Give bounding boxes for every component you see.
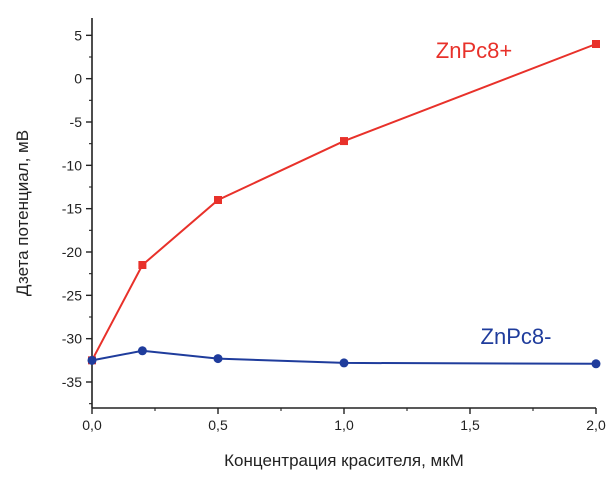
data-point-square	[592, 40, 600, 48]
data-point-circle	[213, 354, 223, 364]
y-tick-label: -25	[62, 287, 82, 303]
data-point-square	[340, 137, 348, 146]
axes: 5 0 -5 -10 -15 -20 -25 -30 -35 0,0 0,5 1,0 1,5 2,0	[62, 18, 606, 433]
y-tick-label: -30	[62, 331, 82, 347]
series-label-znpc8-plus: ZnPc8+	[436, 38, 512, 63]
x-axis-title: Концентрация красителя, мкМ	[224, 451, 464, 470]
x-tick-label: 1,5	[460, 417, 480, 433]
data-point-circle	[339, 358, 349, 368]
y-tick-label: -20	[62, 244, 82, 260]
y-axis-title: Дзета потенциал, мВ	[13, 130, 32, 296]
labels: Концентрация красителя, мкМ Дзета потенци…	[13, 38, 551, 470]
x-tick-label: 0,5	[208, 417, 228, 433]
x-tick-label: 2,0	[586, 417, 606, 433]
data-point-square	[138, 261, 147, 269]
y-tick-label: 5	[74, 27, 82, 43]
y-tick-label: -15	[62, 201, 82, 217]
y-tick-label: 0	[74, 71, 82, 87]
data-point-circle	[87, 355, 97, 365]
x-tick-label: 0,0	[82, 417, 102, 433]
data-point-circle	[591, 359, 601, 369]
y-tick-label: -35	[62, 374, 82, 390]
series-label-znpc8-minus: ZnPc8-	[481, 324, 552, 349]
y-tick-label: -10	[62, 157, 82, 173]
data-point-square	[214, 196, 222, 204]
series-line-0	[91, 43, 597, 361]
y-tick-label: -5	[70, 114, 83, 130]
data-point-circle	[137, 346, 147, 356]
series-lines	[87, 40, 601, 369]
x-tick-label: 1,0	[334, 417, 354, 433]
